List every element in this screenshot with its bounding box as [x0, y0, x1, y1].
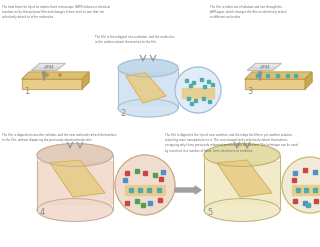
Bar — [293, 74, 297, 77]
Polygon shape — [125, 185, 165, 195]
Text: AFM: AFM — [259, 65, 269, 70]
Text: 3: 3 — [247, 87, 252, 96]
Bar — [135, 199, 139, 203]
Text: The film is then dipped into a solution, and the molecules
in the solution attac: The film is then dipped into a solution,… — [95, 35, 174, 44]
Bar — [194, 99, 196, 102]
Bar — [129, 188, 133, 192]
Polygon shape — [118, 73, 178, 103]
Bar — [159, 177, 163, 181]
Text: The film is dipped into another solution, and the new molecules attach themselve: The film is dipped into another solution… — [2, 133, 116, 142]
Bar — [313, 170, 317, 174]
Circle shape — [115, 155, 175, 215]
Polygon shape — [22, 72, 89, 79]
Bar — [211, 82, 213, 85]
Bar — [203, 84, 205, 87]
FancyArrow shape — [175, 186, 201, 194]
Bar — [125, 201, 129, 205]
Polygon shape — [182, 88, 214, 98]
Bar — [153, 173, 157, 177]
Bar — [188, 83, 191, 86]
Bar — [296, 188, 300, 192]
Text: 4: 4 — [40, 208, 45, 217]
Polygon shape — [82, 72, 89, 89]
Bar — [266, 74, 268, 77]
Polygon shape — [253, 63, 281, 66]
Polygon shape — [126, 73, 166, 103]
Polygon shape — [37, 161, 113, 204]
Bar — [202, 97, 204, 100]
Bar — [147, 188, 151, 192]
Ellipse shape — [37, 144, 113, 166]
Bar — [303, 201, 307, 205]
Text: 1: 1 — [24, 87, 29, 96]
Polygon shape — [204, 161, 280, 204]
Bar — [158, 198, 162, 202]
Ellipse shape — [118, 59, 178, 77]
Ellipse shape — [204, 144, 280, 166]
Bar — [313, 188, 317, 192]
Polygon shape — [31, 63, 65, 70]
Circle shape — [46, 74, 48, 76]
Text: The film is dipped to the tips of new varieties, and then dips the film in yet a: The film is dipped to the tips of new va… — [165, 133, 298, 153]
Polygon shape — [217, 160, 272, 197]
Bar — [292, 178, 296, 182]
Bar — [157, 188, 161, 192]
Bar — [303, 168, 307, 172]
Bar — [125, 171, 129, 175]
Bar — [191, 81, 195, 83]
Text: The heat from the tip of an atomic force microscope (AFM) induces a chemical
rea: The heat from the tip of an atomic force… — [2, 5, 110, 20]
Bar — [187, 97, 189, 100]
Text: 5: 5 — [207, 208, 212, 217]
Polygon shape — [42, 72, 46, 81]
Bar — [293, 171, 297, 175]
Bar — [314, 199, 318, 203]
Polygon shape — [50, 160, 105, 197]
Polygon shape — [247, 63, 281, 70]
Bar — [189, 102, 193, 104]
Ellipse shape — [118, 99, 178, 117]
Polygon shape — [37, 63, 65, 66]
Polygon shape — [258, 72, 262, 81]
Bar — [185, 79, 188, 82]
Bar — [141, 203, 145, 207]
Bar — [148, 201, 152, 205]
Circle shape — [175, 67, 221, 113]
Ellipse shape — [204, 199, 280, 221]
Bar — [138, 188, 142, 192]
Circle shape — [59, 74, 61, 76]
Text: 2: 2 — [120, 109, 125, 118]
Polygon shape — [292, 185, 320, 195]
Bar — [143, 171, 147, 175]
Text: The film is taken out of solution and run through the
AFM again, which changes t: The film is taken out of solution and ru… — [210, 5, 287, 20]
Polygon shape — [22, 79, 82, 89]
Bar — [199, 78, 203, 81]
Polygon shape — [245, 79, 305, 89]
Text: AFM: AFM — [43, 65, 53, 70]
Bar — [206, 80, 210, 82]
Polygon shape — [245, 72, 312, 79]
Bar — [207, 100, 211, 103]
Bar — [276, 74, 278, 77]
Circle shape — [282, 157, 320, 213]
Bar — [285, 74, 289, 77]
Bar — [255, 74, 259, 77]
Polygon shape — [305, 72, 312, 89]
Bar — [306, 203, 310, 207]
Bar — [135, 169, 139, 173]
Bar — [161, 170, 165, 174]
Bar — [123, 178, 127, 182]
Bar — [304, 188, 308, 192]
Bar — [293, 199, 297, 203]
Ellipse shape — [37, 199, 113, 221]
